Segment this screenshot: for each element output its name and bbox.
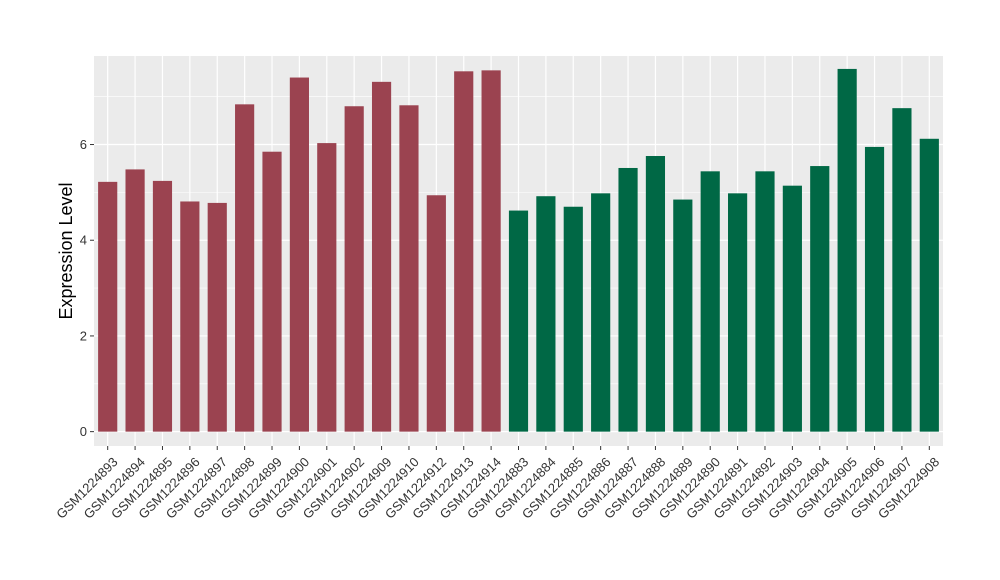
y-tick-label: 2: [80, 328, 87, 343]
y-axis: 0 2 4 6: [80, 137, 94, 439]
bar-GSM1224884: [536, 196, 556, 432]
bar-GSM1224903: [782, 185, 802, 432]
bar-GSM1224888: [645, 156, 666, 432]
bar-GSM1224889: [673, 199, 693, 432]
bar-GSM1224886: [591, 193, 611, 432]
bar-GSM1224900: [289, 77, 309, 432]
y-tick-label: 0: [80, 424, 87, 439]
bar-GSM1224885: [563, 206, 583, 432]
bar-GSM1224887: [618, 167, 638, 432]
y-tick-label: 6: [80, 137, 87, 152]
bar-GSM1224912: [426, 195, 446, 432]
bar-GSM1224902: [344, 106, 364, 432]
bar-GSM1224906: [864, 146, 885, 432]
bar-GSM1224892: [755, 171, 775, 432]
bars: [98, 68, 939, 432]
bar-GSM1224914: [481, 70, 501, 432]
bar-GSM1224909: [371, 81, 392, 432]
bar-GSM1224908: [919, 138, 939, 432]
bar-GSM1224894: [125, 169, 145, 432]
bar-GSM1224899: [262, 151, 282, 432]
bar-GSM1224904: [810, 166, 830, 432]
bar-GSM1224898: [235, 104, 255, 432]
bar-GSM1224910: [399, 105, 419, 432]
x-axis: GSM1224893GSM1224894GSM1224895GSM1224896…: [53, 446, 942, 522]
bar-GSM1224905: [837, 68, 857, 432]
bar-GSM1224913: [454, 71, 474, 432]
bar-GSM1224907: [892, 108, 912, 432]
bar-GSM1224896: [180, 201, 200, 432]
bar-GSM1224883: [508, 210, 529, 432]
bar-GSM1224890: [700, 171, 720, 432]
bar-GSM1224895: [152, 180, 173, 432]
bar-GSM1224893: [98, 181, 118, 432]
bar-GSM1224891: [728, 193, 748, 432]
bar-GSM1224901: [317, 143, 337, 432]
bar-GSM1224897: [207, 202, 227, 432]
y-tick-label: 4: [80, 233, 87, 248]
y-axis-title: Expression Level: [56, 182, 76, 319]
